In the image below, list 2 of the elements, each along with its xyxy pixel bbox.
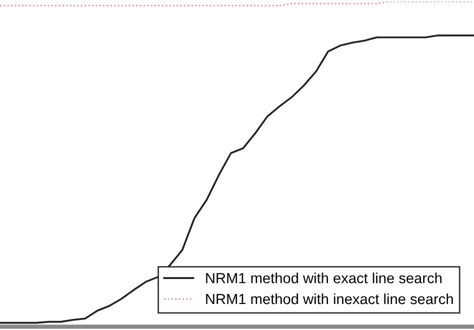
legend-label: NRM1 method with exact line search — [206, 272, 442, 284]
legend-label: NRM1 method with inexact line search — [206, 293, 453, 304]
